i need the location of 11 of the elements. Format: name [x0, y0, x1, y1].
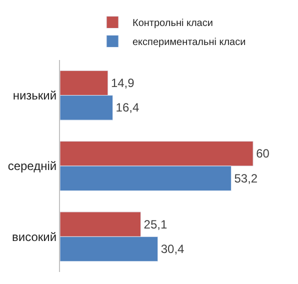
data-label: 60 — [256, 146, 270, 161]
y-tick-label: високий — [12, 230, 57, 244]
data-label: 16,4 — [116, 100, 140, 115]
data-label: 53,2 — [234, 171, 258, 186]
data-label: 30,4 — [160, 242, 185, 256]
legend-label: Контрольні класи — [132, 18, 213, 30]
data-label: 25,1 — [144, 217, 168, 232]
y-tick-label: низький — [12, 88, 57, 103]
y-tick-label: середній — [8, 159, 57, 174]
legend-label: експериментальні класи — [132, 37, 246, 48]
data-label: 14,9 — [110, 76, 135, 90]
